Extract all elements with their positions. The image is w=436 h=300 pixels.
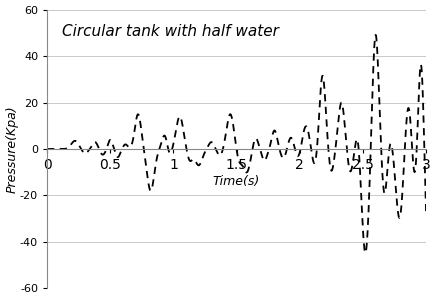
Text: Circular tank with half water: Circular tank with half water — [62, 23, 279, 38]
Y-axis label: Pressure(Kpa): Pressure(Kpa) — [6, 105, 19, 193]
X-axis label: Time(s): Time(s) — [213, 175, 260, 188]
